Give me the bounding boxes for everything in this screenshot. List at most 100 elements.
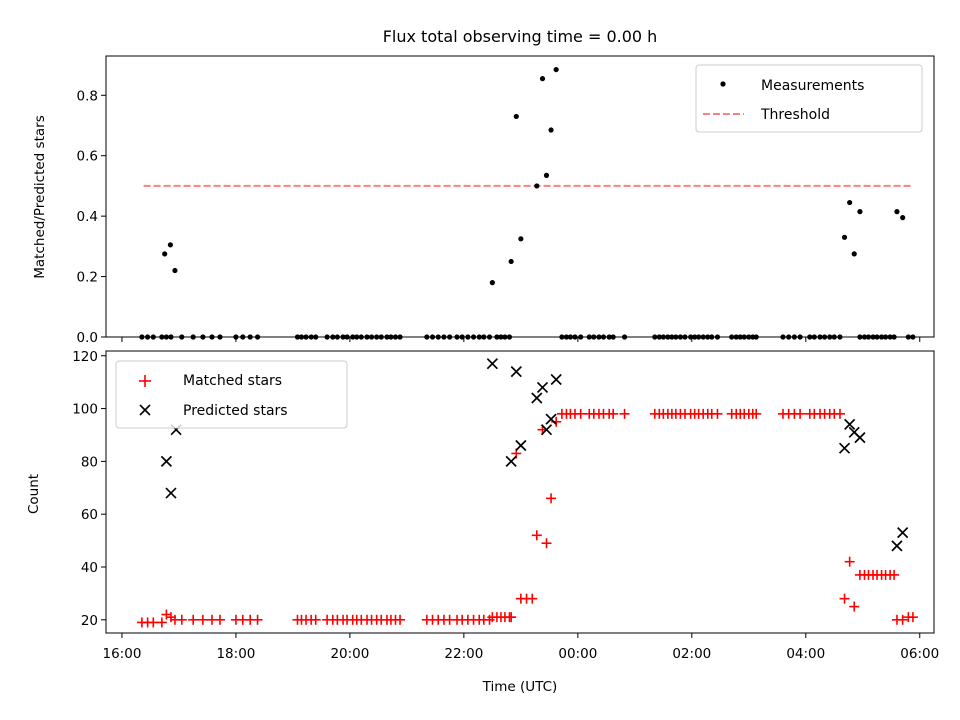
predicted-star-point [160, 455, 173, 467]
top-y-tick-label: 0.0 [77, 330, 98, 346]
matched-star-point [527, 593, 538, 604]
matched-star-point [546, 493, 557, 504]
bottom-x-tick-label: 22:00 [444, 646, 483, 662]
bottom-y-axis-label: Count [26, 474, 42, 514]
measurement-point [534, 183, 540, 189]
matched-star-point [834, 408, 845, 419]
x-stroke [165, 487, 177, 499]
bottom-y-tick-label: 20 [81, 613, 98, 629]
bottom-y-tick-label: 60 [81, 507, 98, 523]
predicted-star-point [838, 442, 851, 454]
bottom-x-tick-label: 16:00 [103, 646, 142, 662]
x-stroke [891, 540, 903, 552]
matched-star-point [148, 617, 159, 628]
measurement-point [851, 251, 857, 257]
matched-star-point [608, 408, 619, 419]
predicted-star-point [531, 392, 543, 404]
matched-star-point [252, 614, 263, 625]
predicted-star-point [486, 358, 498, 370]
matched-star-point [176, 614, 187, 625]
matched-star-point [214, 614, 225, 625]
measurement-point [847, 199, 853, 206]
matched-star-point [849, 601, 860, 612]
matched-star-point [712, 408, 723, 419]
legend-predicted-marker [139, 404, 151, 416]
matched-star-point [844, 556, 855, 567]
matched-star-point [310, 614, 321, 625]
measurement-point [857, 209, 863, 215]
matched-star-point [541, 538, 552, 549]
predicted-star-point [515, 439, 527, 452]
predicted-star-point [897, 527, 909, 539]
x-stroke [536, 381, 549, 394]
top-x-ticks [121, 337, 921, 342]
x-stroke [550, 373, 562, 386]
measurement-point [553, 66, 559, 73]
predicted-star-point [844, 418, 856, 431]
measurement-point [489, 280, 495, 286]
bottom-x-tick-label: 20:00 [330, 646, 369, 662]
top-y-axis-label: Matched/Predicted stars [32, 115, 48, 278]
matched-star-point [531, 530, 542, 541]
bottom-legend: Matched stars Predicted stars [115, 360, 348, 429]
legend-threshold-label: Threshold [760, 107, 830, 123]
x-stroke [515, 439, 527, 452]
top-y-tick-label: 0.6 [77, 149, 98, 165]
top-legend-frame [695, 64, 923, 133]
x-stroke [510, 365, 522, 378]
bottom-axes-frame [105, 350, 935, 634]
x-stroke [838, 442, 851, 454]
top-legend: Measurements Threshold [695, 64, 923, 133]
measurement-point [172, 267, 178, 274]
matched-star-point [619, 408, 630, 419]
matched-star-point [575, 408, 586, 419]
measurement-point [508, 258, 514, 265]
matched-star-point [506, 612, 517, 623]
bottom-marks [136, 358, 918, 628]
bottom-y-tick-label: 40 [81, 560, 98, 576]
x-stroke [486, 358, 498, 370]
measurement-point [539, 76, 546, 82]
matched-star-point [188, 614, 199, 625]
predicted-star-point [505, 455, 517, 467]
matched-star-point [889, 569, 900, 580]
bottom-x-tick-label: 18:00 [216, 646, 255, 662]
bottom-x-tick-label: 06:00 [900, 646, 939, 662]
matched-star-point [751, 408, 762, 419]
bottom-x-tick-label: 04:00 [786, 646, 825, 662]
measurement-point [167, 242, 173, 248]
bottom-x-ticks: 16:00 18:00 20:00 22:00 00:00 02:00 04:00 06:00 [103, 633, 939, 662]
x-stroke [848, 426, 860, 438]
measurement-point [513, 113, 519, 120]
x-stroke [531, 392, 543, 404]
bottom-legend-frame [115, 360, 348, 429]
matched-star-point [395, 614, 406, 625]
x-stroke [160, 455, 173, 467]
x-stroke [854, 432, 866, 444]
measurement-point [543, 172, 550, 178]
predicted-star-point [545, 413, 557, 425]
top-panel: 0.00.20.40.60.8 Matched/Predicted stars … [32, 55, 935, 346]
predicted-star-point [536, 381, 549, 394]
legend-measurements-label: Measurements [761, 78, 864, 94]
legend-measurements-marker [720, 81, 726, 87]
bottom-x-tick-label: 02:00 [672, 646, 711, 662]
predicted-star-point [540, 424, 553, 436]
legend-matched-marker [139, 375, 151, 387]
measurement-point [841, 234, 848, 240]
bottom-y-ticks: 20 40 60 80 100 120 [72, 349, 106, 629]
measurement-point [518, 236, 524, 242]
top-y-tick-label: 0.4 [77, 209, 98, 225]
x-stroke [897, 527, 909, 539]
measurement-point [900, 215, 906, 221]
legend-predicted-label: Predicted stars [183, 403, 288, 419]
x-stroke [844, 418, 856, 431]
top-y-tick-label: 0.8 [77, 88, 98, 104]
measurement-point [548, 127, 554, 133]
predicted-star-point [854, 432, 866, 444]
predicted-star-point [891, 540, 903, 552]
matched-star-point [839, 593, 850, 604]
matched-star-point [897, 614, 908, 625]
predicted-star-point [165, 487, 177, 499]
